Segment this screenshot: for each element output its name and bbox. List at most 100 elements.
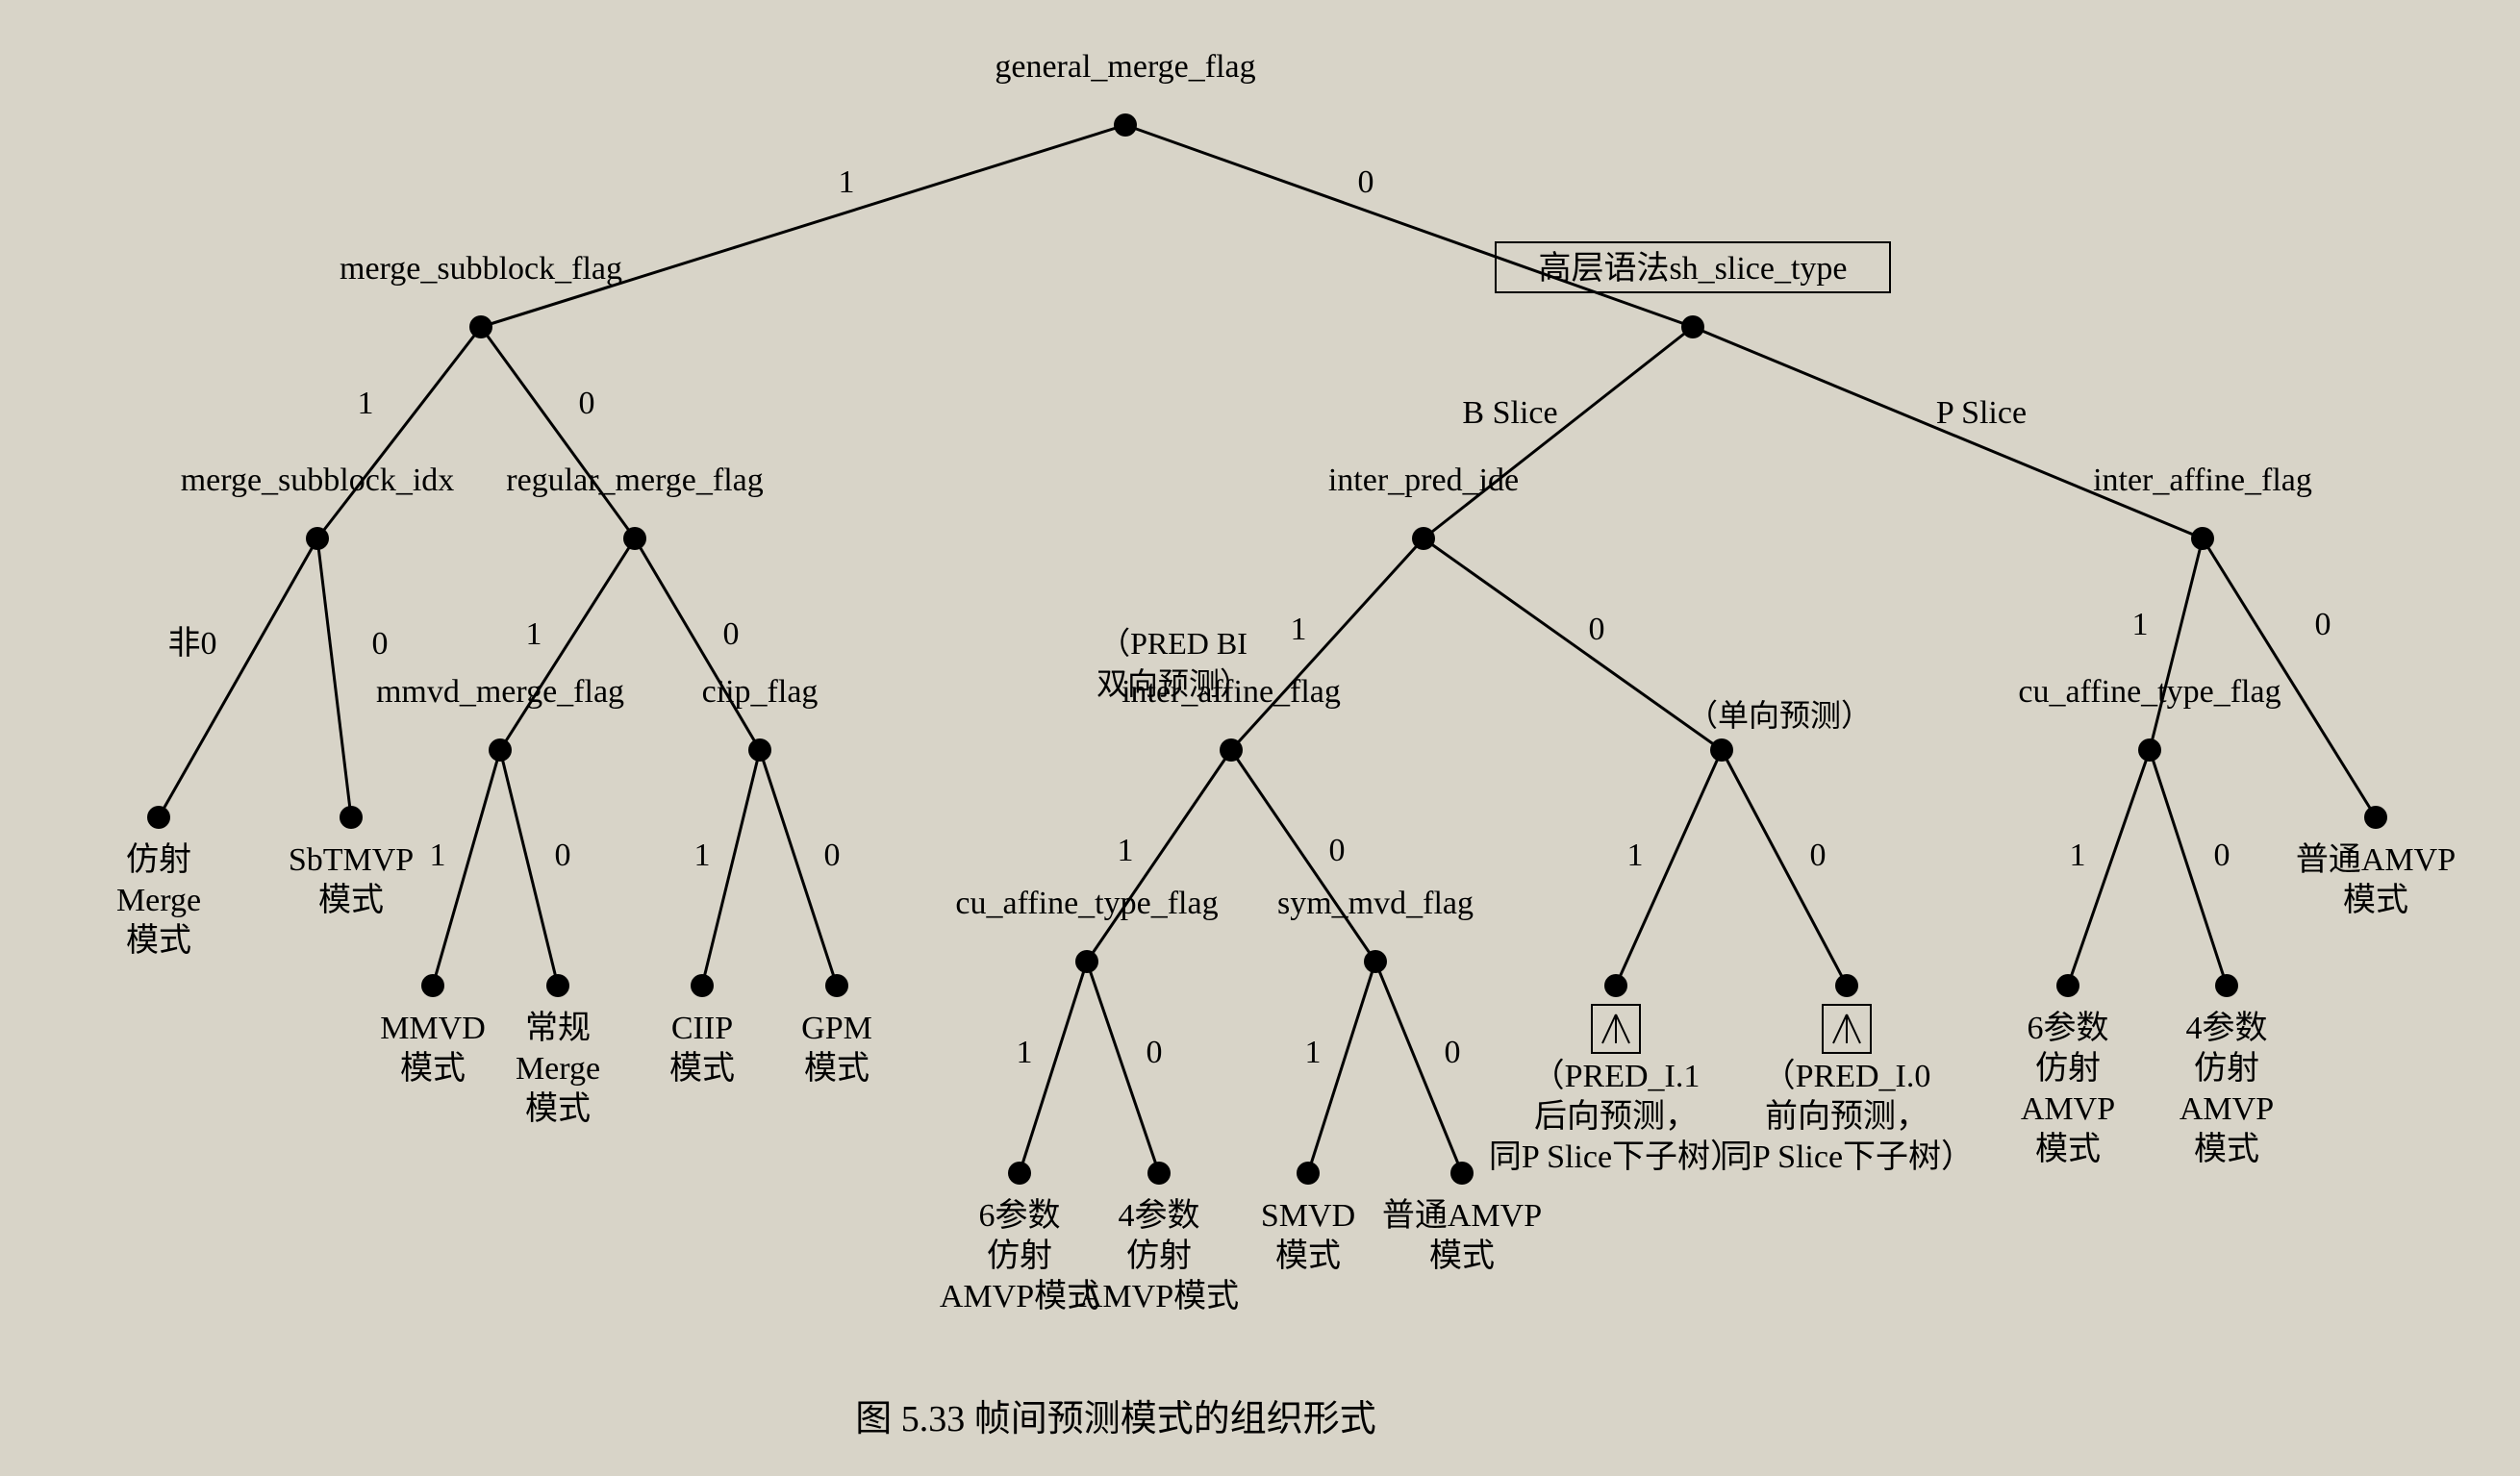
edge-label: 0 — [1810, 838, 1827, 873]
leaf-label: SbTMVP — [289, 842, 414, 878]
leaf-label: Merge — [116, 883, 201, 918]
leaf-label: CIIP — [671, 1011, 733, 1046]
edge-label: 0 — [555, 838, 571, 873]
leaf-label: AMVP模式 — [940, 1278, 1099, 1314]
tree-node — [748, 738, 771, 762]
tree-node — [421, 974, 444, 997]
edge-label: 0 — [579, 386, 595, 421]
leaf-label: 仿射 — [2194, 1050, 2259, 1087]
edge-label: 1 — [430, 838, 446, 873]
edge-label: 1 — [1305, 1035, 1322, 1070]
tree-node — [1710, 738, 1733, 762]
tree-node — [1075, 950, 1098, 973]
edge-label: 1 — [1017, 1035, 1033, 1070]
leaf-label: 模式 — [2194, 1131, 2259, 1167]
edge-label: 0 — [723, 616, 740, 652]
leaf-label: 模式 — [2035, 1131, 2101, 1167]
edge-label: 0 — [2315, 607, 2331, 642]
leaf-label: 仿射 — [1126, 1238, 1192, 1274]
edge-label: 0 — [2214, 838, 2230, 873]
leaf-label: 模式 — [669, 1050, 735, 1087]
figure-caption: 图 5.33 帧间预测模式的组织形式 — [855, 1399, 1376, 1439]
leaf-label: GPM — [801, 1011, 872, 1046]
leaf-label: 同P Slice下子树） — [1720, 1138, 1974, 1175]
edge-label: 1 — [694, 838, 711, 873]
tree-node — [2138, 738, 2161, 762]
leaf-label: 4参数 — [1119, 1197, 1200, 1234]
tree-node — [1835, 974, 1858, 997]
tree-node — [1114, 113, 1137, 137]
tree-node — [1681, 315, 1704, 338]
leaf-label: AMVP模式 — [1079, 1278, 1239, 1314]
node-label: 高层语法sh_slice_type — [1538, 250, 1847, 287]
tree-node — [546, 974, 569, 997]
tree-diagram: 1010B SliceP Slice非001010101010101010101… — [0, 0, 2520, 1476]
leaf-label: MMVD — [380, 1011, 486, 1046]
node-label: regular_merge_flag — [506, 463, 763, 498]
edge-label: 1 — [358, 386, 374, 421]
edge-label: 0 — [372, 626, 389, 662]
tree-node — [340, 806, 363, 829]
tree-node — [1450, 1162, 1474, 1185]
edge-label: 1 — [1118, 833, 1134, 868]
tree-node — [2215, 974, 2238, 997]
node-label: inter_pred_ide — [1328, 463, 1519, 498]
leaf-label: 6参数 — [979, 1197, 1061, 1234]
tree-node — [147, 806, 170, 829]
edge-label: 1 — [2070, 838, 2086, 873]
leaf-label: 前向预测， — [1765, 1098, 1928, 1135]
tree-node — [1220, 738, 1243, 762]
tree-node — [1297, 1162, 1320, 1185]
node-label: merge_subblock_idx — [181, 463, 455, 498]
tree-node — [1364, 950, 1387, 973]
leaf-label: 模式 — [318, 882, 384, 918]
tree-node — [306, 527, 329, 550]
leaf-label: AMVP — [2021, 1091, 2115, 1127]
leaf-label: 后向预测， — [1534, 1098, 1698, 1135]
tree-node — [623, 527, 646, 550]
leaf-label: 模式 — [804, 1050, 869, 1087]
edge-label: P Slice — [1936, 395, 2027, 431]
edge-label: 0 — [1147, 1035, 1163, 1070]
node-label: merge_subblock_flag — [340, 251, 622, 287]
tree-node — [489, 738, 512, 762]
edge-label: 非0 — [168, 626, 217, 662]
node-label: cu_affine_type_flag — [955, 886, 1218, 921]
edge-label: 0 — [1589, 612, 1605, 647]
leaf-label: （PRED_I.1 — [1532, 1058, 1701, 1094]
edge-label: 1 — [839, 164, 855, 200]
tree-node — [1604, 974, 1627, 997]
leaf-label: 模式 — [1429, 1238, 1495, 1274]
annotation-text: （单向预测） — [1687, 698, 1872, 733]
node-label: cu_affine_type_flag — [2018, 674, 2281, 710]
tree-node — [2056, 974, 2079, 997]
tree-node — [2191, 527, 2214, 550]
leaf-label: SMVD — [1261, 1198, 1355, 1234]
tree-node — [825, 974, 848, 997]
edge-label: B Slice — [1462, 395, 1557, 431]
annotation-text: 双向预测） — [1096, 666, 1250, 701]
annotation-text: （PRED BI — [1099, 626, 1247, 661]
leaf-label: 模式 — [126, 922, 191, 959]
node-label: sym_mvd_flag — [1277, 886, 1474, 921]
node-label: mmvd_merge_flag — [376, 674, 624, 710]
leaf-label: 模式 — [1275, 1238, 1341, 1274]
edge-label: 0 — [1358, 164, 1374, 200]
node-label: inter_affine_flag — [2093, 463, 2312, 498]
tree-node — [1412, 527, 1435, 550]
edge-label: 0 — [824, 838, 841, 873]
leaf-label: 模式 — [400, 1050, 466, 1087]
leaf-label: AMVP — [2180, 1091, 2274, 1127]
tree-node — [469, 315, 492, 338]
leaf-label: 4参数 — [2186, 1010, 2268, 1046]
edge-label: 1 — [526, 616, 542, 652]
leaf-label: （PRED_I.0 — [1763, 1058, 1931, 1094]
edge-label: 1 — [2132, 607, 2149, 642]
leaf-label: 仿射 — [987, 1238, 1052, 1274]
tree-node — [2364, 806, 2387, 829]
edge-label: 0 — [1329, 833, 1346, 868]
leaf-label: 常规 — [525, 1011, 591, 1046]
leaf-label: 模式 — [525, 1090, 591, 1127]
tree-node — [691, 974, 714, 997]
edge-label: 1 — [1627, 838, 1644, 873]
